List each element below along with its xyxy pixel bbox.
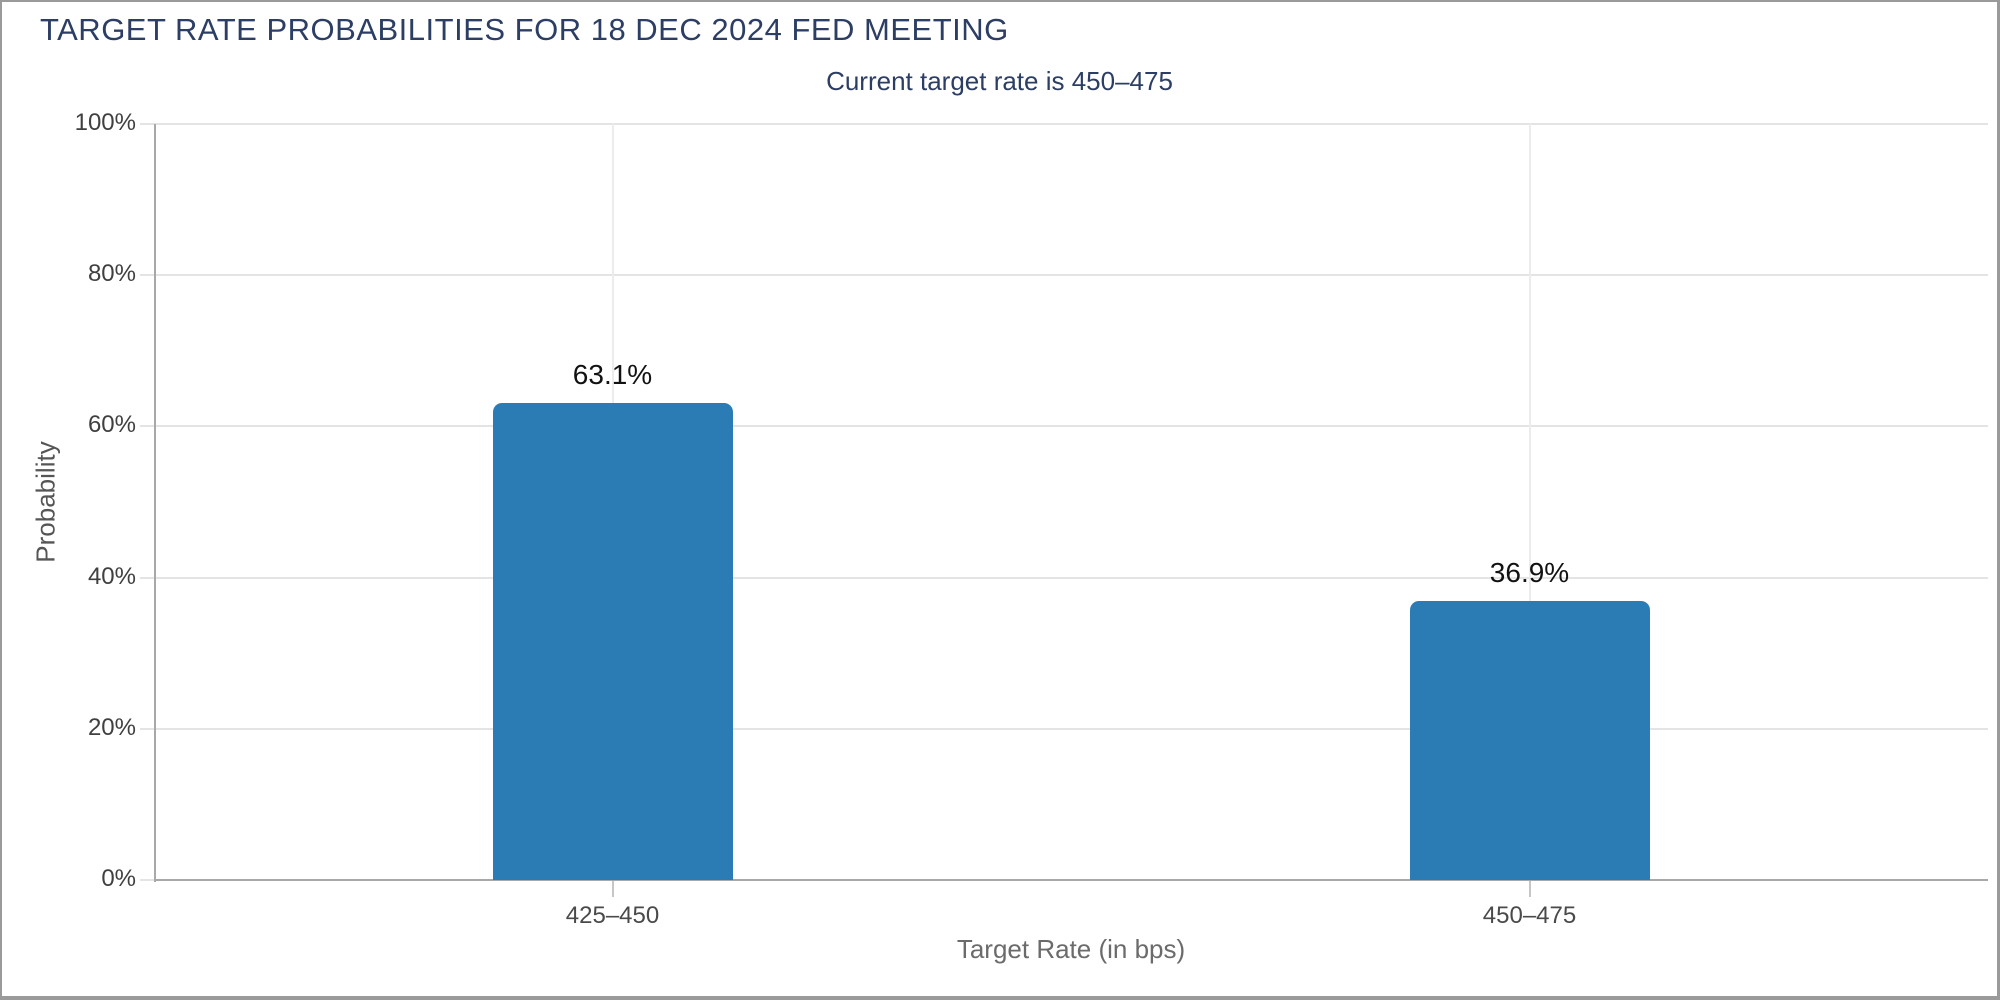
- x-tick-label: 425–450: [565, 902, 660, 929]
- x-tick-mark: [611, 881, 614, 897]
- x-tick-label: 450–475: [1482, 902, 1577, 929]
- y-gridline: [140, 123, 1988, 125]
- y-gridline: [140, 274, 1988, 277]
- y-tick-label: 0%: [101, 865, 136, 892]
- x-axis-line: [154, 879, 1988, 881]
- bar-value-label: 63.1%: [572, 358, 653, 390]
- bar-value-label: 36.9%: [1489, 557, 1570, 589]
- y-gridline: [140, 727, 1988, 730]
- y-gridline: [140, 425, 1988, 428]
- y-tick-label: 60%: [87, 411, 136, 439]
- y-gridline: [140, 576, 1988, 579]
- y-axis-line: [154, 124, 156, 882]
- y-tick-label: 20%: [87, 713, 136, 741]
- x-axis-title: Target Rate (in bps): [956, 934, 1186, 964]
- bar-425–450[interactable]: [492, 402, 733, 880]
- y-tick-mark: [140, 879, 154, 881]
- y-axis-title: Probability: [30, 441, 61, 563]
- x-tick-mark: [1528, 881, 1531, 897]
- bar-450–475[interactable]: [1409, 601, 1650, 880]
- x-gridline: [1528, 124, 1531, 880]
- y-tick-label: 100%: [74, 109, 136, 136]
- chart-subtitle: Current target rate is 450–475: [826, 66, 1173, 96]
- chart-title: TARGET RATE PROBABILITIES FOR 18 DEC 202…: [40, 12, 1009, 47]
- y-tick-label: 80%: [87, 260, 136, 288]
- y-tick-label: 40%: [87, 562, 136, 590]
